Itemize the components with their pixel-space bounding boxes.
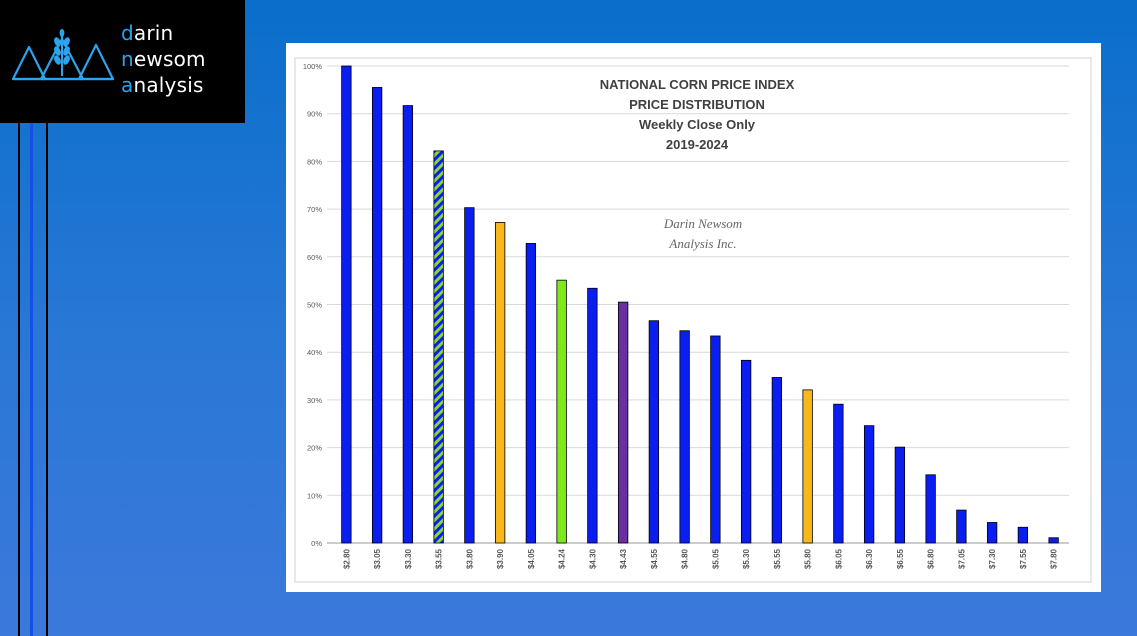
y-tick-label: 0%: [311, 539, 322, 548]
x-tick-label: $4.55: [650, 548, 659, 569]
bar: [402, 105, 414, 544]
bar: [1017, 526, 1029, 544]
x-tick-label: $6.55: [896, 548, 905, 569]
y-tick-label: 80%: [307, 157, 322, 166]
bar: [556, 279, 567, 544]
x-tick-label: $4.05: [527, 548, 536, 569]
watermark-line: Analysis Inc.: [668, 236, 736, 251]
bar: [494, 222, 506, 544]
plot-frame: [294, 57, 1092, 583]
x-tick-label: $7.55: [1019, 548, 1028, 569]
bar: [740, 359, 752, 544]
y-tick-label: 70%: [307, 205, 322, 214]
y-tick-label: 10%: [307, 491, 322, 500]
chart-title-line: PRICE DISTRIBUTION: [629, 97, 765, 112]
bar: [802, 389, 813, 544]
x-tick-label: $6.05: [834, 548, 843, 569]
bar: [341, 65, 352, 544]
chart-panel: 0% 10% 20% 30% 40% 50% 60% 70% 80% 90% 100% $2.80 $…: [286, 43, 1101, 592]
x-tick-label: $7.30: [988, 548, 997, 569]
x-tick-label: $5.55: [773, 548, 782, 569]
y-axis-tick-labels: 0% 10% 20% 30% 40% 50% 60% 70% 80% 90% 100%: [303, 62, 323, 548]
x-axis-tick-labels: $2.80 $3.05 $3.30 $3.55 $3.80 $3.90 $4.05 $4.24…: [342, 548, 1058, 569]
bar: [1048, 537, 1059, 544]
bar: [833, 403, 844, 544]
x-tick-label: $5.05: [711, 548, 720, 569]
chart-subtitle-line: Weekly Close Only: [639, 117, 756, 132]
x-tick-label: $4.30: [588, 548, 597, 569]
watermark: Darin Newsom Analysis Inc.: [663, 216, 742, 251]
wheat-mountains-logo-icon: [12, 29, 114, 81]
brand-logo-panel: darin newsom analysis: [0, 0, 245, 123]
y-tick-label: 100%: [303, 62, 323, 71]
y-tick-label: 20%: [307, 444, 322, 453]
bar: [464, 207, 475, 544]
x-tick-label: $5.30: [742, 548, 751, 569]
bar: [894, 446, 906, 544]
bar: [710, 335, 721, 544]
decorative-vertical-line: [18, 123, 20, 636]
bars: [341, 65, 1059, 544]
x-tick-label: $6.30: [865, 548, 874, 569]
bar: [617, 301, 629, 544]
gridlines: [327, 65, 1069, 544]
y-tick-label: 60%: [307, 253, 322, 262]
x-tick-label: $3.80: [465, 548, 474, 569]
bar: [771, 377, 783, 544]
y-tick-label: 90%: [307, 110, 322, 119]
x-tick-label: $3.55: [435, 548, 444, 569]
chart-title: NATIONAL CORN PRICE INDEX PRICE DISTRIBU…: [600, 77, 795, 152]
y-tick-label: 30%: [307, 396, 322, 405]
watermark-line: Darin Newsom: [663, 216, 742, 231]
bar-chart: 0%10%20%30%40%50%60%70%80%90%100% $2.80 $…: [294, 57, 1092, 583]
brand-name: darin newsom analysis: [121, 21, 206, 97]
x-tick-label: $3.30: [404, 548, 413, 569]
x-tick-label: $6.80: [927, 548, 936, 569]
bar: [433, 150, 444, 544]
bar: [863, 425, 875, 544]
bar: [587, 287, 598, 544]
bar: [986, 522, 998, 544]
x-tick-label: $4.80: [681, 548, 690, 569]
bar: [679, 330, 690, 544]
y-tick-label: 40%: [307, 348, 322, 357]
decorative-vertical-line: [46, 123, 48, 636]
x-tick-label: $4.43: [619, 548, 628, 569]
x-tick-label: $4.24: [558, 548, 567, 569]
x-tick-label: $7.05: [957, 548, 966, 569]
bar: [525, 243, 537, 544]
bar: [956, 509, 967, 544]
x-tick-label: $7.80: [1050, 548, 1059, 569]
x-tick-label: $3.90: [496, 548, 505, 569]
bar: [371, 87, 383, 544]
x-tick-label: $5.80: [804, 548, 813, 569]
bar: [648, 320, 660, 544]
y-tick-label: 50%: [307, 301, 322, 310]
chart-subtitle-line: 2019-2024: [666, 137, 729, 152]
x-tick-label: $3.05: [373, 548, 382, 569]
bar: [925, 474, 936, 544]
x-tick-label: $2.80: [342, 548, 351, 569]
decorative-vertical-line: [30, 123, 33, 636]
chart-title-line: NATIONAL CORN PRICE INDEX: [600, 77, 795, 92]
